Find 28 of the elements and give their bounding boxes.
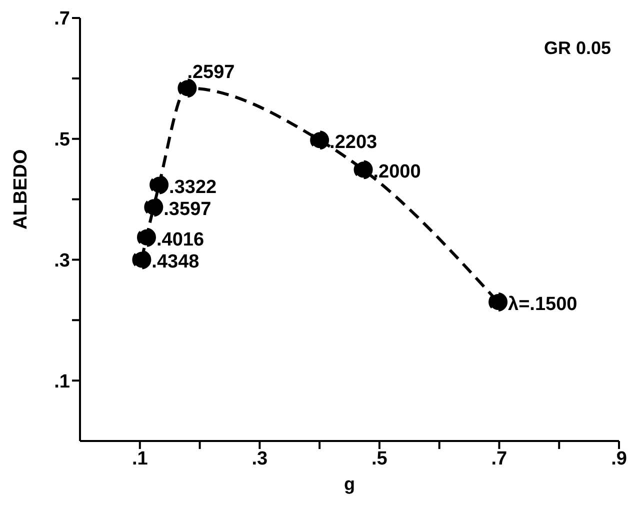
annotation: .4016 [156, 229, 204, 250]
annotation: .3597 [164, 199, 212, 220]
y-tick-label: .7 [54, 8, 70, 30]
point [136, 228, 156, 247]
x-tick-label: .7 [491, 448, 508, 470]
annotation: .2000 [373, 162, 421, 183]
x-tick-label: .5 [372, 448, 388, 470]
annotation: GR 0.05 [544, 38, 611, 59]
y-tick-label: .1 [54, 371, 70, 392]
point [150, 175, 169, 194]
x-axis-title: g [344, 474, 355, 494]
annotation: .4348 [152, 252, 200, 273]
point [144, 198, 164, 217]
x-tick-label: .1 [132, 448, 148, 470]
point [354, 160, 373, 180]
annotation: .2203 [330, 132, 378, 154]
point [178, 78, 197, 98]
annotation: .2597 [187, 62, 235, 84]
point [310, 130, 330, 150]
y-tick-label: .3 [54, 250, 70, 272]
x-tick-label: .9 [611, 448, 627, 470]
point [132, 250, 152, 270]
point [488, 292, 508, 312]
y-tick-label: .5 [54, 130, 70, 151]
x-tick-label: .3 [252, 448, 268, 470]
annotation: .3322 [169, 176, 217, 198]
y-axis-title: ALBEDO [10, 149, 32, 230]
annotation: λ=.1500 [508, 294, 578, 316]
